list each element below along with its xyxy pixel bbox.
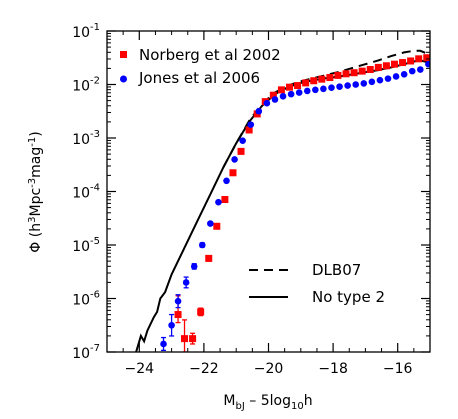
norberg-data-point	[407, 57, 415, 65]
y-tick-label: 10-5	[72, 236, 100, 255]
norberg-data-point	[342, 70, 350, 78]
norberg-data-point	[285, 83, 293, 91]
norberg-data-point	[269, 91, 277, 99]
jones-data-point	[384, 75, 392, 82]
jones-data-point	[336, 83, 343, 90]
data-points	[160, 54, 430, 352]
norberg-data-point	[374, 63, 382, 71]
y-tick-labels: 10-7 10-6 10-5 10-4 10-3 10-2 10-1	[72, 22, 100, 362]
jones-data-point	[417, 66, 424, 73]
norberg-data-point	[310, 77, 318, 85]
legend-circle-marker	[120, 75, 127, 83]
norberg-data-point	[350, 69, 358, 77]
jones-data-point	[207, 220, 214, 227]
legend-jones: Jones et al 2006	[120, 69, 260, 87]
norberg-data-point	[205, 254, 213, 262]
x-tick-label: −16	[383, 361, 413, 377]
jones-data-point	[279, 92, 287, 100]
norberg-data-point	[213, 222, 221, 230]
y-tick-label: 10-4	[72, 183, 100, 202]
norberg-data-point	[237, 147, 245, 155]
y-tick-label: 10-2	[72, 76, 100, 95]
jones-data-point	[239, 137, 246, 144]
norberg-data-point	[277, 86, 285, 94]
jones-data-point	[198, 241, 206, 249]
jones-data-point	[247, 121, 255, 128]
jones-data-point	[312, 86, 319, 94]
legend-label-dlb07: DLB07	[312, 261, 361, 279]
x-tick-label: −22	[189, 361, 219, 377]
no-type-2-curve	[135, 59, 430, 352]
norberg-data-point	[197, 308, 205, 316]
jones-data-point	[344, 82, 351, 89]
legend-label-norberg: Norberg et al 2002	[139, 46, 281, 64]
norberg-data-point	[423, 54, 430, 62]
jones-data-point	[376, 76, 384, 84]
norberg-data-point	[382, 62, 390, 70]
x-tick-label: −20	[254, 361, 284, 377]
norberg-data-point	[415, 55, 423, 63]
jones-data-point	[408, 67, 416, 75]
y-axis-label: Φ (h3Mpc-3mag-1)	[27, 131, 44, 252]
norberg-data-point	[245, 126, 253, 134]
jones-data-point	[255, 107, 263, 115]
jones-data-point	[360, 80, 368, 87]
jones-data-point	[182, 279, 190, 286]
jones-data-point	[223, 177, 230, 185]
legend-no-type-2: No type 2	[249, 288, 385, 306]
jones-data-point	[425, 60, 430, 68]
jones-data-point	[352, 81, 360, 88]
legend-dlb07: DLB07	[249, 261, 361, 279]
jones-data-point	[392, 73, 400, 80]
legend-square-marker	[120, 51, 127, 58]
x-tick-label: −24	[125, 361, 155, 377]
norberg-data-point	[181, 335, 189, 343]
jones-data-point	[160, 340, 167, 348]
jones-data-point	[174, 297, 182, 305]
x-tick-label: −18	[318, 361, 348, 377]
jones-data-point	[215, 198, 222, 206]
jones-data-point	[271, 96, 279, 103]
axis-ticks	[106, 30, 431, 353]
jones-data-point	[168, 321, 175, 329]
jones-data-point	[263, 99, 271, 107]
norberg-data-point	[326, 74, 334, 82]
x-axis-label: MbJ – 5log10h	[223, 393, 312, 412]
norberg-data-point	[189, 335, 197, 343]
jones-data-point	[368, 78, 376, 86]
norberg-data-point	[229, 169, 237, 177]
y-tick-label: 10-7	[72, 343, 100, 362]
norberg-data-point	[294, 82, 302, 90]
norberg-data-point	[358, 67, 366, 75]
norberg-data-point	[174, 311, 182, 319]
jones-data-point	[303, 87, 311, 95]
y-tick-label: 10-3	[72, 129, 100, 148]
jones-data-point	[287, 90, 295, 98]
x-tick-labels: −24 −22 −20 −18 −16	[125, 361, 413, 377]
jones-data-point	[328, 84, 335, 92]
jones-data-point	[231, 156, 238, 163]
norberg-data-point	[334, 71, 342, 79]
legend-label-jones: Jones et al 2006	[138, 69, 260, 87]
jones-data-point	[400, 71, 408, 78]
jones-data-point	[190, 263, 198, 270]
norberg-data-point	[399, 59, 407, 67]
y-tick-label: 10-6	[72, 290, 100, 309]
norberg-data-point	[302, 79, 310, 87]
norberg-data-point	[390, 60, 398, 68]
legend-label-no-type-2: No type 2	[312, 288, 385, 306]
y-tick-label: 10-1	[72, 22, 100, 41]
jones-data-point	[320, 85, 327, 93]
norberg-data-point	[366, 66, 374, 74]
jones-data-point	[295, 89, 303, 96]
norberg-data-point	[318, 75, 326, 83]
norberg-data-point	[221, 196, 229, 204]
legend-norberg: Norberg et al 2002	[120, 46, 281, 64]
